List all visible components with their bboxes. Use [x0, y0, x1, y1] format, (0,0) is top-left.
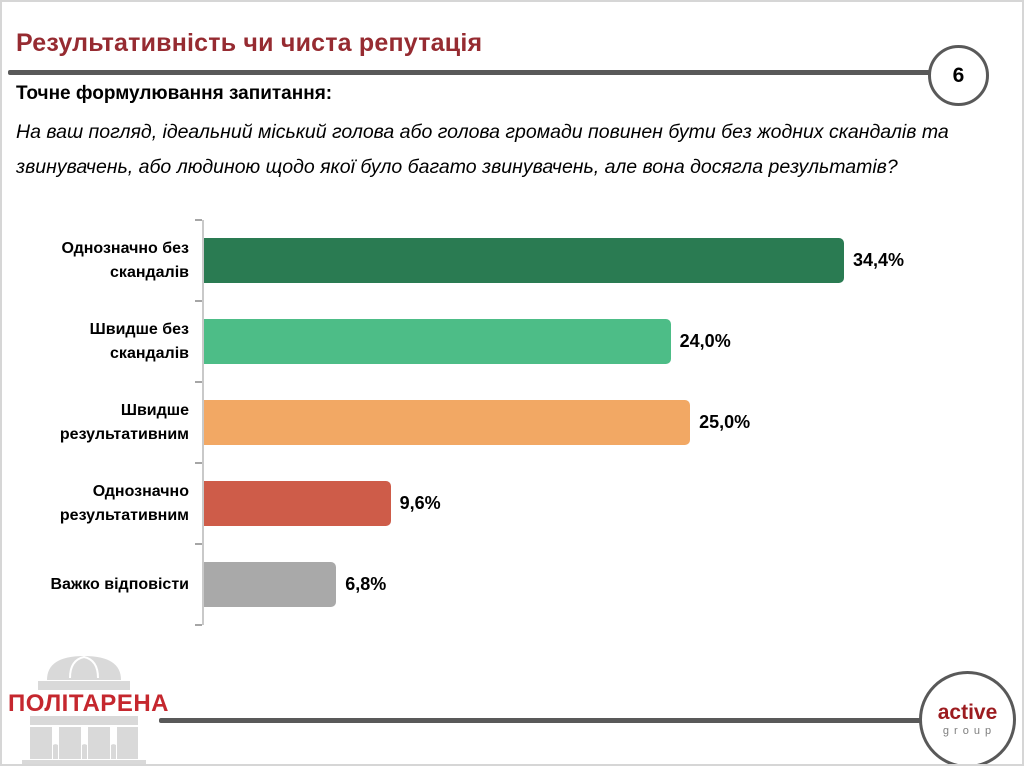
value-label: 9,6% [399, 493, 441, 513]
active-group-logo: active group [919, 671, 1016, 764]
bar [204, 238, 844, 283]
bar-track: 25,0% [204, 400, 904, 445]
bar [204, 562, 337, 607]
politarena-wordmark: ПОЛІТАРЕНА [8, 690, 169, 717]
category-label: Важко відповісти [50, 575, 189, 593]
bar [204, 400, 691, 445]
category-label: Однозначно без скандалів [61, 240, 189, 281]
chart-row: Однозначно без скандалів 34,4% [16, 220, 976, 301]
category-label: Швидше без скандалів [89, 321, 189, 362]
bar-track: 24,0% [204, 319, 904, 364]
active-group-name: active [937, 701, 998, 724]
bar-track: 9,6% [204, 481, 904, 526]
question-label: Точне формулювання запитання: [16, 83, 333, 104]
bar-track: 6,8% [204, 562, 904, 607]
value-label: 24,0% [679, 331, 731, 351]
bar [204, 481, 391, 526]
category-label: Однозначно результативним [59, 483, 189, 524]
page-number-badge: 6 [928, 45, 989, 106]
chart-row: Швидше результативним 25,0% [16, 382, 976, 463]
axis-tick [195, 300, 202, 302]
axis-tick [195, 462, 202, 464]
value-label: 34,4% [852, 250, 904, 270]
government-building-icon [22, 655, 146, 764]
axis-tick [195, 381, 202, 383]
category-label: Швидше результативним [59, 402, 189, 443]
page-number: 6 [952, 63, 965, 87]
bar-track: 34,4% [204, 238, 904, 283]
chart-row: Швидше без скандалів 24,0% [16, 301, 976, 382]
axis-tick [195, 624, 202, 626]
footer-divider [159, 718, 923, 723]
header-divider [8, 70, 930, 75]
axis-tick [195, 543, 202, 545]
axis-tick [195, 219, 202, 221]
chart-axis-line [202, 220, 204, 625]
chart-rows: Однозначно без скандалів 34,4% Швидше бе… [16, 219, 976, 626]
slide-title: Результативність чи чиста репутація [16, 29, 483, 57]
chart-row: Однозначно результативним 9,6% [16, 463, 976, 544]
chart-row: Важко відповісти 6,8% [16, 544, 976, 625]
politarena-logo: ПОЛІТАРЕНА [8, 648, 169, 764]
bar-chart: Однозначно без скандалів 34,4% Швидше бе… [16, 219, 976, 626]
value-label: 25,0% [699, 412, 751, 432]
bar [204, 319, 671, 364]
active-group-sub: group [942, 725, 997, 737]
value-label: 6,8% [345, 574, 387, 594]
question-text: На ваш погляд, ідеальний міський голова … [16, 121, 949, 179]
